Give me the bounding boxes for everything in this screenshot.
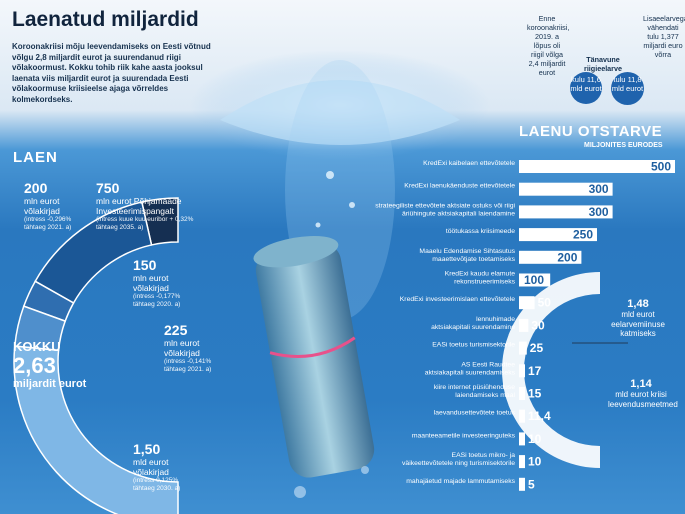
money-roll-icon: [253, 235, 375, 478]
purpose-value-label: 17: [528, 364, 542, 378]
purpose-category-label: laiendamiseks maal: [455, 392, 515, 399]
purpose-category-label: laevandusettevõtete toetus: [434, 410, 516, 417]
loan-label: mln eurot Põhjamaade Investeerimispangal…: [96, 196, 182, 216]
purpose-category-label: väikeettevõtetele ning turismisektorile: [402, 460, 515, 467]
purpose-bar: [519, 182, 613, 196]
purpose-bar: [519, 273, 551, 287]
loan-item-4: 225 mln eurot võlakirjad (intress -0,141…: [164, 323, 230, 374]
purpose-bar: [519, 205, 613, 219]
purpose-bar: [519, 455, 525, 469]
crisis-measures-value: 1,14: [630, 378, 652, 390]
loan-amount: 1,50: [133, 441, 161, 457]
purpose-value-label: 300: [589, 205, 609, 219]
purpose-category-label: strateegiliste ettevõtete aktsiate ostuk…: [375, 202, 515, 209]
revenue-bubble: tulu 11,8 mld eurot: [611, 72, 644, 105]
loan-label: mln eurot võlakirjad: [133, 273, 169, 293]
crisis-measures-text: mld eurot kriisi leevendusmeetmed: [608, 390, 678, 409]
purpose-value-label: 500: [651, 160, 671, 174]
purpose-value-label: 10: [528, 455, 542, 469]
loan-amount: 225: [164, 322, 188, 338]
purpose-category-label: KredExi investeerimislaen ettevõtetele: [400, 296, 515, 303]
loan-terms: (intress -0,141% tähtaeg 2021. a): [164, 358, 212, 373]
supplementary-budget-text: Lisaeelarvega vähendati tulu 1,377 milja…: [643, 14, 685, 59]
page-title: Laenatud miljardid: [12, 8, 199, 31]
purpose-category-label: kiire internet püsiühenduse: [434, 384, 515, 391]
purpose-category-label: aktsiakapitali suurendamiseks: [425, 369, 516, 376]
purpose-category-label: maanteeametile investeeringuteks: [412, 432, 516, 439]
purpose-category-label: töötukassa kriisimeede: [446, 228, 515, 235]
purpose-value-label: 25: [530, 341, 544, 355]
loan-total: KOKKU 2,63 miljardit eurot: [13, 339, 86, 391]
purpose-bar: [519, 477, 525, 491]
purpose-category-label: äriühingute aktsiakapitali laiendamine: [402, 210, 515, 217]
purpose-category-label: mahajäetud majade lammutamiseks: [406, 478, 515, 485]
purpose-category-label: KredExi laenukäenduste ettevõtetele: [404, 183, 515, 190]
purpose-category-label: AS Eesti Raudtee: [461, 361, 515, 368]
budget-caption: Tänavune riigieelarve: [584, 55, 622, 73]
loan-amount: 200: [24, 180, 48, 196]
loan-label: mld eurot võlakirjad: [133, 457, 169, 477]
loan-label: mln eurot võlakirjad: [164, 338, 200, 358]
budget-deficit-value: 1,48: [627, 298, 649, 310]
purpose-split-ring: [502, 272, 600, 468]
purpose-bar: [519, 160, 675, 173]
purpose-category-label: KredExi kaibelaen ettevõtetele: [423, 160, 515, 167]
purpose-value-label: 100: [524, 273, 544, 287]
purpose-category-label: maaettevõtjate toetamiseks: [432, 256, 515, 263]
purpose-value-label: 5: [528, 477, 535, 491]
purpose-value-label: 300: [589, 182, 609, 196]
loan-label: mln eurot võlakirjad: [24, 196, 60, 216]
purpose-category-label: EASi toetus mikro- ja: [452, 452, 516, 459]
loan-amount: 150: [133, 257, 157, 273]
total-unit: miljardit eurot: [13, 378, 87, 390]
purpose-bar: [519, 228, 597, 242]
purpose-category-label: aktsiakapitali suurendamine: [431, 324, 515, 331]
loan-item-1: 200 mln eurot võlakirjad (intress -0,296…: [24, 181, 84, 232]
intro-text: Koroonakriisi mõju leevendamiseks on Ees…: [12, 42, 211, 104]
purpose-bar: [519, 250, 582, 264]
pre-crisis-debt-text: Enne koroonakriisi, 2019. a lõpus oli ri…: [527, 14, 570, 77]
loan-item-5: 1,50 mld eurot võlakirjad (intress 0,125…: [133, 442, 199, 493]
purpose-value-label: 200: [557, 250, 577, 264]
purpose-heading: LAENU OTSTARVE: [519, 123, 663, 140]
purpose-value-label: 15: [528, 387, 542, 401]
loan-terms: (intress -0,177% tähtaeg 2020. a): [133, 293, 181, 308]
expense-bubble: kulu 11,6 mld eurot: [570, 72, 602, 104]
purpose-category-label: EASi toetus turismisektorile: [432, 342, 515, 349]
purpose-value-label: 250: [573, 228, 593, 242]
budget-deficit-note: 1,48 mld eurot eelarvemiinuse katmiseks: [600, 298, 676, 339]
purpose-category-label: lennuhimade: [476, 316, 515, 323]
loan-item-3: 150 mln eurot võlakirjad (intress -0,177…: [133, 258, 201, 309]
crisis-measures-note: 1,14 mld eurot kriisi leevendusmeetmed: [608, 378, 678, 409]
loan-amount: 750: [96, 180, 120, 196]
total-value: 2,63: [13, 353, 56, 378]
loan-item-2: 750 mln eurot Põhjamaade Investeerimispa…: [96, 181, 208, 232]
loan-terms: (intress kuue kuu euribor + 0,32% tähtae…: [96, 216, 194, 231]
loan-terms: (intress 0,125% tähtaeg 2030. a): [133, 477, 181, 492]
loan-ring-segment: [13, 345, 179, 514]
purpose-bar: [519, 432, 525, 446]
budget-deficit-text: mld eurot eelarvemiinuse katmiseks: [611, 310, 665, 338]
loan-heading: LAEN: [13, 149, 58, 166]
loan-terms: (intress -0,296% tähtaeg 2021. a): [24, 216, 72, 231]
purpose-category-label: Maaelu Edendamise Sihtasutus: [419, 248, 515, 255]
purpose-category-label: KredExi kaudu elamute: [445, 271, 515, 278]
total-label: KOKKU: [13, 339, 61, 354]
purpose-subheading: MILJONITES EURODES: [584, 142, 663, 149]
purpose-category-label: rekonstrueerimiseks: [454, 279, 515, 286]
